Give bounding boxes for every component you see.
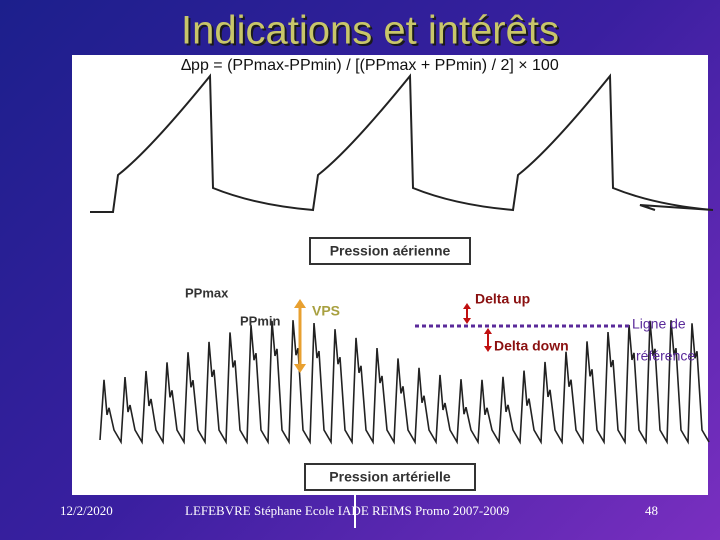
airway-label: Pression aérienne: [330, 243, 451, 259]
reference-label-2: référence: [636, 348, 695, 364]
footer-author: LEFEBVRE Stéphane Ecole IADE REIMS Promo…: [185, 503, 509, 518]
footer-page: 48: [645, 503, 658, 518]
arterial-label: Pression artérielle: [329, 469, 451, 485]
airway-waveform: [90, 73, 714, 213]
delta-down-arrowheads: [484, 328, 492, 352]
reference-label-1: Ligne de: [632, 316, 686, 332]
airway-label-box: [309, 237, 471, 265]
delta-down-label: Delta down: [494, 338, 569, 354]
figure-background: [72, 55, 708, 495]
delta-up-arrowheads: [463, 303, 471, 324]
footer-date: 12/2/2020: [60, 503, 113, 518]
vps-arrowheads: [294, 299, 306, 373]
vps-label: VPS: [312, 303, 340, 319]
ppmin-label: PPmin: [240, 313, 281, 328]
arterial-label-box: [304, 463, 476, 491]
title-shadow: Indications et intérêts: [183, 11, 561, 55]
title: Indications et intérêts: [181, 9, 559, 53]
delta-up-label: Delta up: [475, 291, 530, 307]
ppmax-label: PPmax: [185, 285, 229, 300]
formula: ∆pp = (PPmax-PPmin) / [(PPmax + PPmin) /…: [181, 57, 559, 74]
arterial-waveform: [99, 320, 710, 445]
